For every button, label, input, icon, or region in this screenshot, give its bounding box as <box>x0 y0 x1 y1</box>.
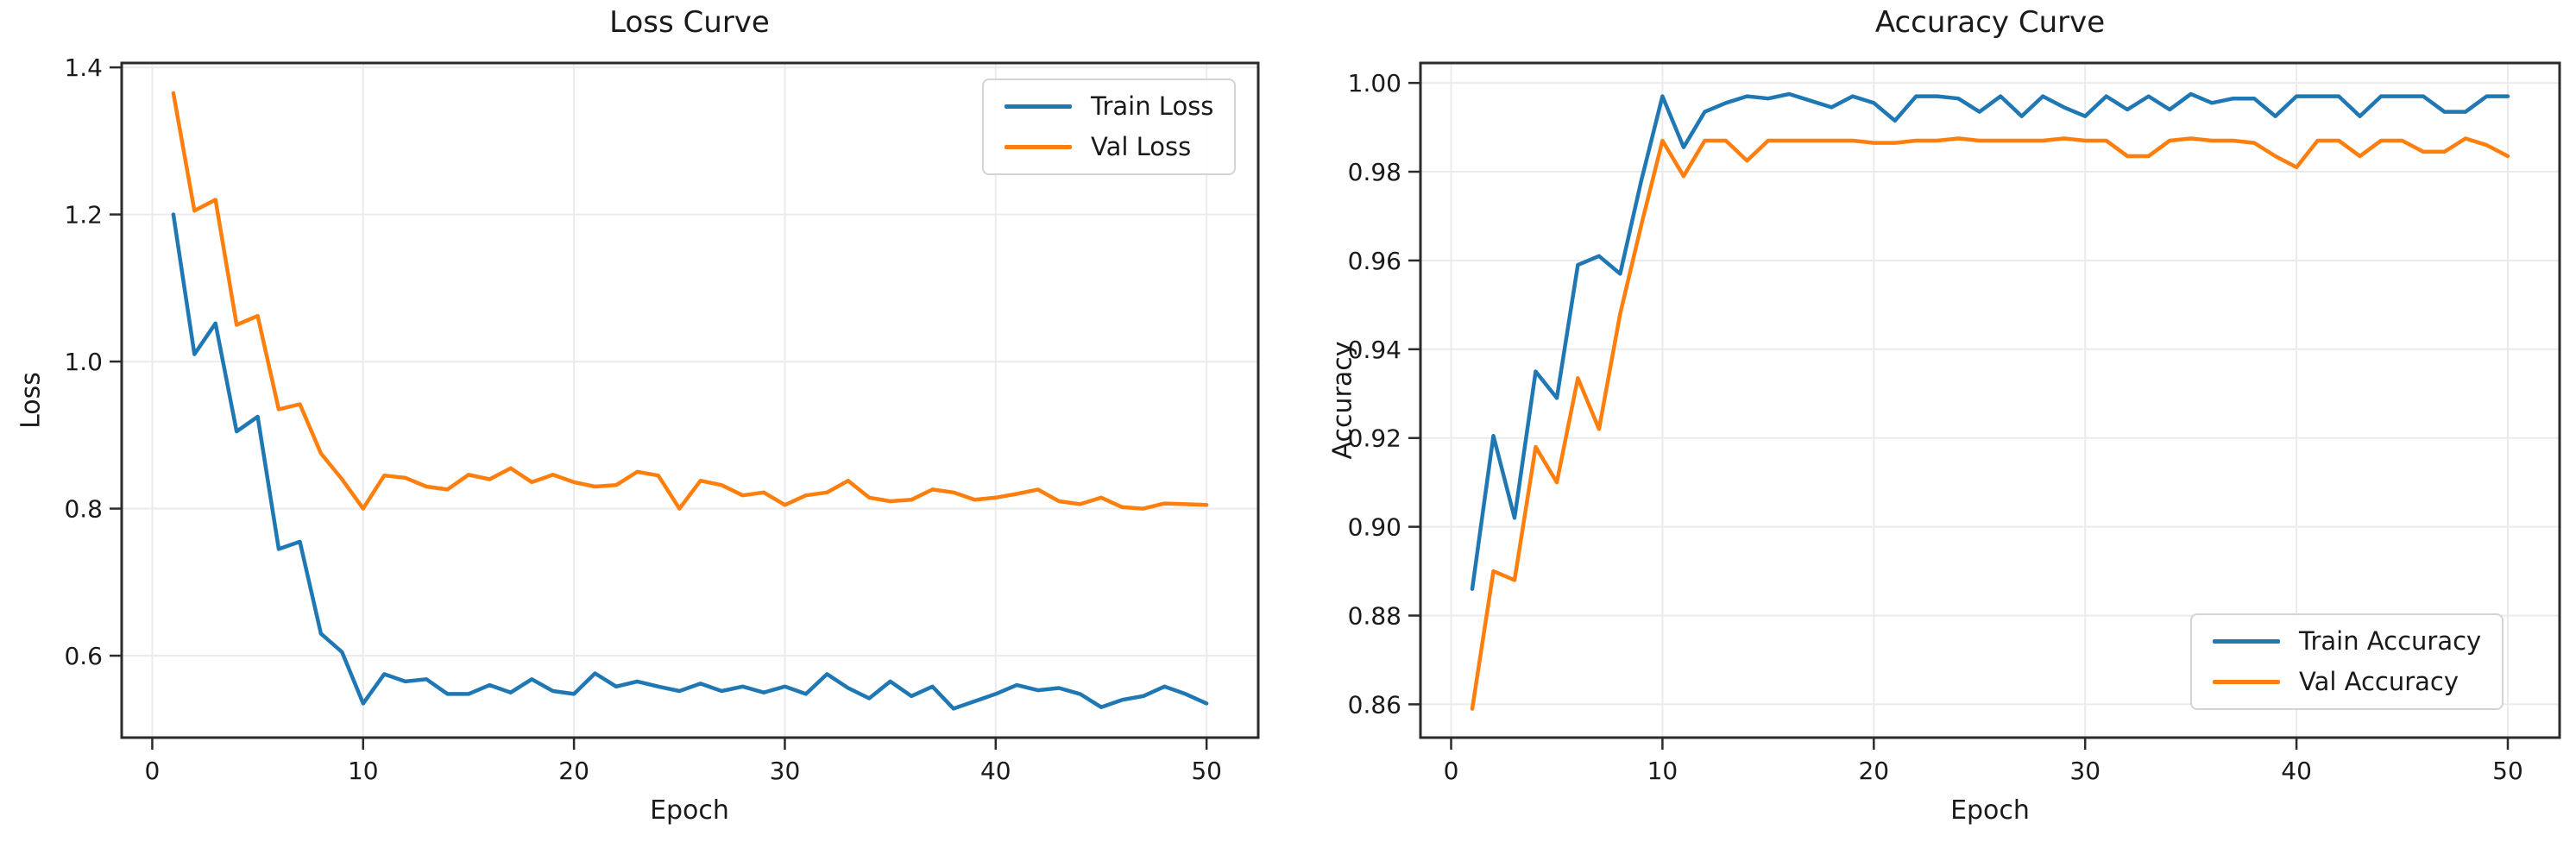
svg-text:0.90: 0.90 <box>1348 513 1401 542</box>
legend-label: Train Accuracy <box>2299 626 2482 656</box>
svg-text:0.96: 0.96 <box>1348 247 1401 275</box>
loss-x-axis-label: Epoch <box>650 795 729 826</box>
svg-text:1.0: 1.0 <box>64 348 103 376</box>
legend-item: Val Accuracy <box>2213 669 2481 694</box>
svg-text:0: 0 <box>1444 757 1459 785</box>
accuracy-x-axis-label: Epoch <box>1950 795 2030 826</box>
accuracy-y-axis-label: Accuracy <box>1327 341 1358 460</box>
svg-text:10: 10 <box>1647 757 1678 785</box>
loss-legend: Train Loss Val Loss <box>982 79 1237 175</box>
svg-text:30: 30 <box>770 757 801 785</box>
svg-text:50: 50 <box>1191 757 1222 785</box>
svg-text:40: 40 <box>2281 757 2312 785</box>
val-loss-line-icon <box>1005 145 1072 149</box>
legend-label: Val Accuracy <box>2299 667 2459 696</box>
svg-text:10: 10 <box>348 757 379 785</box>
svg-text:0.86: 0.86 <box>1348 690 1401 719</box>
legend-item: Train Accuracy <box>2213 629 2481 654</box>
loss-chart-title: Loss Curve <box>609 5 770 40</box>
loss-y-axis-label: Loss <box>16 372 47 429</box>
svg-text:0.6: 0.6 <box>64 642 103 670</box>
accuracy-chart-title: Accuracy Curve <box>1874 5 2106 40</box>
train-loss-line-icon <box>1005 104 1072 109</box>
legend-item: Train Loss <box>1005 94 1213 119</box>
legend-label: Train Loss <box>1091 91 1214 121</box>
legend-item: Val Loss <box>1005 135 1213 160</box>
svg-text:1.4: 1.4 <box>64 53 103 82</box>
svg-text:20: 20 <box>558 757 589 785</box>
svg-text:40: 40 <box>980 757 1011 785</box>
svg-text:0.94: 0.94 <box>1348 336 1401 364</box>
svg-text:30: 30 <box>2069 757 2100 785</box>
svg-text:0: 0 <box>145 757 161 785</box>
svg-text:1.00: 1.00 <box>1348 69 1401 97</box>
svg-text:20: 20 <box>1858 757 1889 785</box>
legend-label: Val Loss <box>1091 132 1192 161</box>
svg-text:0.8: 0.8 <box>64 495 103 524</box>
svg-text:0.88: 0.88 <box>1348 602 1401 631</box>
val-accuracy-line-icon <box>2213 680 2280 684</box>
train-accuracy-line-icon <box>2213 639 2280 644</box>
svg-text:1.2: 1.2 <box>64 201 103 229</box>
accuracy-legend: Train Accuracy Val Accuracy <box>2190 613 2504 710</box>
svg-text:0.92: 0.92 <box>1348 424 1401 453</box>
svg-text:0.98: 0.98 <box>1348 158 1401 186</box>
svg-text:50: 50 <box>2492 757 2523 785</box>
